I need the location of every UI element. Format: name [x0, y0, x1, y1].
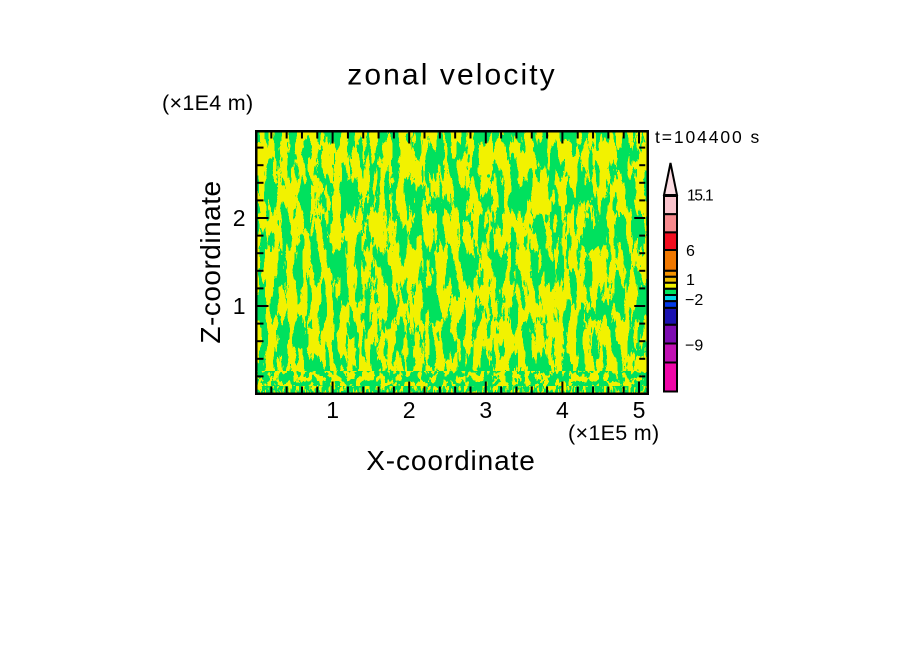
svg-text:2: 2 [233, 205, 246, 231]
svg-text:(×1E4 m): (×1E4 m) [162, 91, 253, 115]
svg-text:(×1E5 m): (×1E5 m) [568, 421, 659, 445]
svg-text:6: 6 [686, 243, 695, 260]
svg-text:−2: −2 [685, 292, 703, 309]
svg-text:3: 3 [479, 397, 492, 423]
svg-text:1: 1 [233, 293, 246, 319]
svg-text:4: 4 [556, 397, 569, 423]
svg-text:1: 1 [686, 272, 695, 289]
svg-text:5: 5 [633, 397, 646, 423]
svg-text:1: 1 [326, 397, 339, 423]
svg-text:zonal velocity: zonal velocity [347, 58, 557, 91]
svg-text:X-coordinate: X-coordinate [366, 445, 536, 476]
svg-text:t=104400 s: t=104400 s [655, 127, 761, 147]
svg-text:2: 2 [403, 397, 416, 423]
svg-text:Z-coordinate: Z-coordinate [195, 180, 226, 343]
svg-text:15.1: 15.1 [687, 188, 713, 205]
svg-text:−9: −9 [685, 338, 703, 355]
